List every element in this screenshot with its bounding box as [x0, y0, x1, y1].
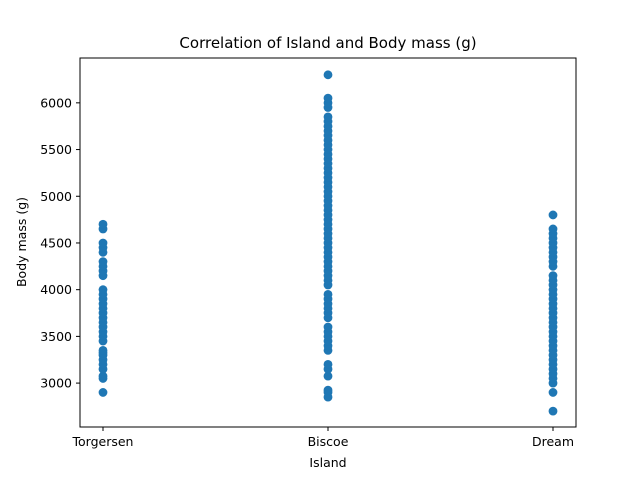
data-point [548, 224, 558, 234]
y-tick-label: 3000 [40, 376, 72, 391]
data-point [98, 238, 108, 248]
data-point [98, 285, 108, 295]
data-point [98, 371, 108, 381]
data-point [323, 70, 333, 80]
data-point [323, 112, 333, 122]
data-point [548, 406, 558, 416]
data-point [323, 360, 333, 369]
x-axis-ticks: Torgersen Biscoe Dream [72, 427, 574, 449]
chart-title: Correlation of Island and Body mass (g) [179, 34, 476, 52]
data-points [98, 70, 558, 416]
data-point [98, 388, 108, 397]
y-tick-label: 3500 [40, 329, 72, 344]
data-point [323, 385, 333, 395]
y-tick-label: 4500 [40, 235, 72, 250]
y-tick-label: 5500 [40, 142, 72, 157]
y-tick-label: 6000 [40, 95, 72, 110]
data-point [548, 210, 558, 220]
data-point [323, 322, 333, 332]
y-axis-ticks: 3000 3500 4000 4500 5000 5500 6000 [40, 95, 80, 391]
data-point [98, 257, 108, 267]
data-point [548, 388, 558, 397]
data-point [323, 93, 333, 103]
y-tick-label: 4000 [40, 282, 72, 297]
data-point [323, 371, 333, 381]
data-point [323, 289, 333, 299]
x-tick-label: Dream [532, 434, 574, 449]
y-axis-label: Body mass (g) [14, 197, 29, 287]
x-tick-label: Biscoe [308, 434, 349, 449]
x-tick-label: Torgersen [72, 434, 134, 449]
data-point [98, 345, 108, 355]
data-point [98, 219, 108, 229]
y-tick-label: 5000 [40, 189, 72, 204]
x-axis-label: Island [309, 455, 346, 470]
data-point [548, 271, 558, 281]
